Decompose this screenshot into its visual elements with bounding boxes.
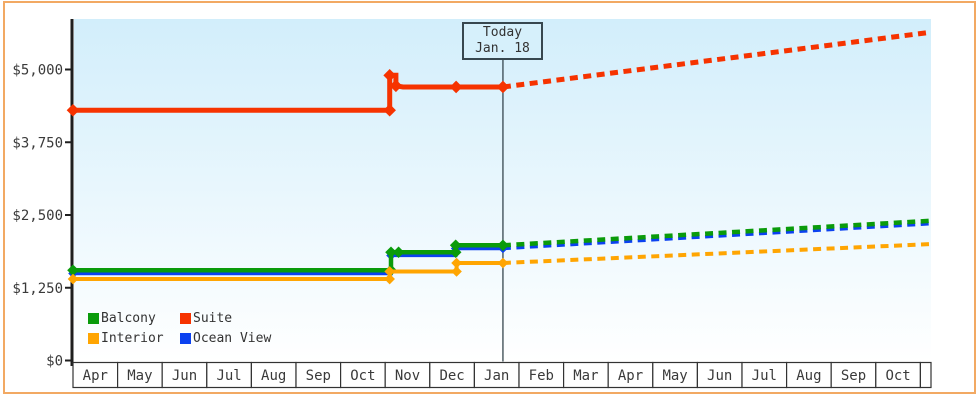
month-cell	[607, 361, 654, 389]
interior-marker	[451, 266, 462, 277]
month-label: Jun	[707, 368, 732, 384]
y-tick-label: $5,000	[12, 63, 63, 79]
month-cell	[696, 361, 743, 389]
month-cell	[116, 361, 163, 389]
month-label: Dec	[439, 368, 464, 384]
month-label: Jul	[752, 368, 777, 384]
month-cell	[72, 361, 119, 389]
month-cell	[340, 361, 386, 389]
balcony-markers	[67, 239, 509, 277]
legend-label-ocean-view: Ocean View	[193, 331, 272, 346]
balcony-swatch-icon	[88, 313, 99, 324]
month-cell	[785, 361, 832, 389]
today-date: Jan. 18	[475, 41, 530, 56]
interior-markers	[67, 257, 509, 285]
month-label: Sep	[306, 368, 331, 384]
month-cell	[473, 361, 520, 389]
month-cell	[562, 361, 609, 389]
interior-marker	[451, 257, 462, 269]
month-label: Jul	[216, 368, 241, 384]
legend-label-balcony: Balcony	[101, 311, 156, 326]
balcony-marker	[449, 239, 462, 252]
today-annotation: Today Jan. 18	[462, 22, 543, 60]
ocean-view-forecast-line	[502, 221, 931, 251]
balcony-marker	[449, 246, 462, 259]
balcony-marker	[392, 246, 405, 259]
chart-legend: Balcony Suite Interior Ocean View	[88, 311, 271, 346]
interior-marker	[384, 273, 395, 285]
balcony-marker	[67, 264, 79, 277]
month-label: Feb	[529, 368, 554, 384]
interior-forecast-line	[502, 242, 931, 265]
y-tick-label: $1,250	[12, 281, 63, 297]
month-label: May	[127, 368, 152, 384]
month-label: Nov	[395, 368, 420, 384]
interior-marker	[497, 257, 509, 269]
month-label: Apr	[83, 368, 108, 384]
month-label: Apr	[618, 368, 643, 384]
month-label: May	[662, 368, 687, 384]
month-cell	[518, 361, 565, 389]
month-cell	[295, 361, 342, 389]
month-label: Aug	[261, 368, 286, 384]
legend-item-balcony: Balcony	[88, 311, 180, 326]
suite-swatch-icon	[180, 313, 191, 324]
ocean-view-price-line	[73, 246, 503, 276]
month-label: Jun	[172, 368, 197, 384]
suite-markers	[66, 69, 510, 117]
suite-marker	[66, 103, 80, 117]
interior-swatch-icon	[88, 333, 99, 344]
month-cell	[652, 361, 698, 389]
suite-marker	[496, 80, 510, 94]
month-label: Sep	[841, 368, 866, 384]
month-label: Oct	[350, 368, 375, 384]
balcony-marker	[385, 246, 397, 259]
legend-label-interior: Interior	[101, 331, 164, 346]
suite-marker	[383, 69, 396, 82]
legend-item-suite: Suite	[180, 311, 271, 326]
legend-item-interior: Interior	[88, 331, 180, 346]
y-tick-label: $0	[46, 354, 63, 370]
legend-label-suite: Suite	[193, 311, 233, 326]
interior-marker	[384, 266, 395, 277]
y-tick-label: $3,750	[12, 135, 63, 151]
month-label: Oct	[885, 368, 910, 384]
balcony-forecast-line	[502, 218, 931, 248]
legend-item-ocean-view: Ocean View	[180, 331, 271, 346]
today-label: Today	[482, 25, 523, 40]
month-label: Mar	[573, 368, 598, 384]
month-cell	[875, 361, 921, 389]
interior-price-line	[73, 261, 503, 281]
suite-marker	[389, 79, 403, 93]
month-label: Jan	[484, 368, 509, 384]
month-cell	[161, 361, 208, 389]
suite-marker	[449, 80, 463, 94]
month-cell-partial	[919, 361, 932, 389]
month-cell	[830, 361, 877, 389]
suite-marker	[383, 103, 396, 117]
month-label: Aug	[796, 368, 821, 384]
y-tick-label: $2,500	[12, 208, 63, 224]
interior-marker	[67, 273, 79, 285]
ocean-view-swatch-icon	[180, 333, 191, 344]
balcony-marker	[497, 239, 509, 252]
suite-forecast-line	[502, 29, 931, 90]
month-cell	[384, 361, 431, 389]
